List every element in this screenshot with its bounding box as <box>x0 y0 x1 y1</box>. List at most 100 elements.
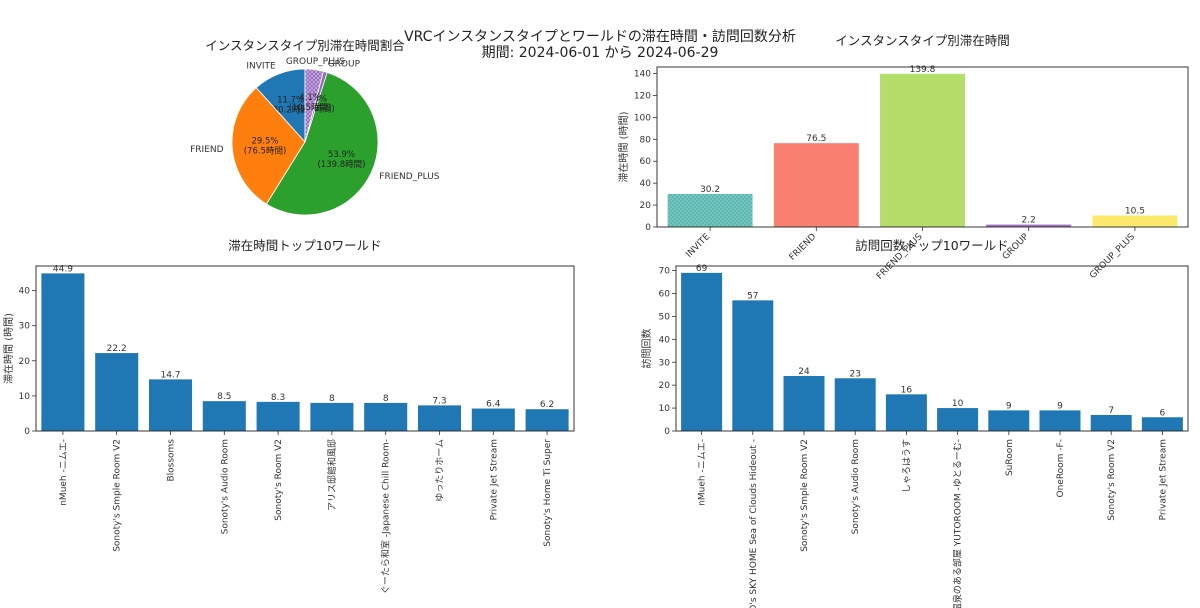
bar <box>880 73 965 227</box>
y-tick-label: 50 <box>659 312 671 322</box>
bar <box>681 272 723 431</box>
bar <box>1039 410 1081 431</box>
bar-value-label: 7 <box>1108 406 1114 416</box>
y-tick-label: 70 <box>659 267 671 277</box>
bar <box>148 379 193 431</box>
pie-label: GROUP_PLUS <box>286 57 345 67</box>
pie-percent-label: 29.5% (76.5時間) <box>244 137 287 157</box>
bar <box>773 143 859 227</box>
y-tick-label: 20 <box>19 357 31 367</box>
pie-label: GROUP <box>328 59 361 69</box>
bar-value-label: 6.4 <box>486 400 501 410</box>
x-tick-label: nMueh -ニムエ- <box>58 439 69 506</box>
x-tick-label: Blossoms <box>167 439 177 482</box>
bar <box>885 394 927 431</box>
axes-frame <box>35 265 575 432</box>
x-tick-label: Sonoty's Home Ti Super <box>543 439 553 547</box>
bar <box>417 405 462 431</box>
bar <box>986 224 1072 227</box>
bar-value-label: 8.3 <box>271 393 285 403</box>
bar <box>732 300 774 431</box>
chart-title: 訪問回数トップ10ワールド <box>855 238 1008 253</box>
x-tick-label: アリス邸館和風邸 <box>326 439 338 511</box>
bar <box>41 273 85 431</box>
bar-value-label: 8.5 <box>217 392 231 402</box>
pie-slice-friend <box>231 87 306 205</box>
y-tick-label: 30 <box>19 322 31 332</box>
x-tick-label: Sonoty's Room V2 <box>1107 439 1117 521</box>
bar-value-label: 9 <box>1006 401 1012 411</box>
bar-value-label: 16 <box>901 385 913 395</box>
bar-value-label: 24 <box>798 367 810 377</box>
bar-value-label: 69 <box>696 264 708 274</box>
x-tick-label: SuRoom <box>1005 439 1015 476</box>
bar <box>1090 414 1132 431</box>
bar <box>667 193 753 227</box>
pie-percent-label: 11.7% (30.2時間) <box>269 96 312 116</box>
x-tick-label: ぐーたら和室 -Japanese Chill Room- <box>380 439 392 594</box>
y-axis-label: 訪問回数 <box>640 329 653 369</box>
x-tick-label: Sonoty's Audio Room <box>220 439 230 534</box>
y-tick-label: 120 <box>634 91 651 101</box>
figure-subtitle: 期間: 2024-06-01 から 2024-06-29 <box>482 45 719 61</box>
figure-title: VRCインスタンスタイプとワールドの滞在時間・訪問回数分析 <box>404 29 796 45</box>
x-tick-label: Sonoty's Audio Room <box>851 439 861 534</box>
bar-value-label: 139.8 <box>910 65 936 75</box>
x-tick-label: nMueh -ニムエ- <box>697 439 708 506</box>
y-tick-label: 10 <box>659 404 671 414</box>
pie-label: FRIEND <box>190 145 224 155</box>
y-tick-label: 140 <box>634 70 651 80</box>
bar <box>525 409 569 431</box>
bar-value-label: 10 <box>952 399 964 409</box>
bar <box>202 401 246 431</box>
x-tick-label: INVITE <box>684 232 712 260</box>
axes-frame <box>675 265 1189 432</box>
bar <box>834 378 876 431</box>
y-tick-label: 20 <box>640 201 652 211</box>
y-tick-label: 0 <box>645 223 651 233</box>
pie-slice-group-plus <box>304 68 324 143</box>
y-tick-label: 10 <box>19 392 31 402</box>
bar-value-label: 9 <box>1057 401 1063 411</box>
bar <box>783 376 825 431</box>
bar-chart-top10-stay: 滞在時間トップ10ワールド 44.9 nMueh -ニムエ- 22.2 Sonoty's… <box>3 238 575 594</box>
x-tick-label: Sonoty's Room V2 <box>274 439 284 521</box>
bar-value-label: 30.2 <box>700 185 720 195</box>
y-tick-label: 60 <box>640 157 652 167</box>
x-tick-label: ゆったりホーム <box>435 439 446 502</box>
y-tick-label: 0 <box>24 427 30 437</box>
bar-chart-top10-visits: 訪問回数トップ10ワールド 69 nMueh -ニムエ- 57 SED's SKY HO… <box>640 238 1189 608</box>
pie-chart: インスタンスタイプ別滞在時間割合 INVITE 11.7% (30.2時間) FRIEN… <box>190 38 440 216</box>
bar-value-label: 6.2 <box>540 400 554 410</box>
x-tick-label: Sonoty's Smple Room V2 <box>800 439 810 552</box>
bar-value-label: 44.9 <box>53 264 73 274</box>
chart-title: 滞在時間トップ10ワールド <box>228 238 381 253</box>
bar <box>988 410 1030 431</box>
x-tick-label: Private Jet Stream <box>1158 439 1168 520</box>
x-tick-label: SED's SKY HOME Sea of Clouds Hideout - <box>749 439 759 608</box>
bar-value-label: 14.7 <box>160 370 180 380</box>
x-tick-label: OneRoom -F- <box>1056 439 1066 498</box>
bar <box>364 402 408 431</box>
y-tick-label: 40 <box>659 335 671 345</box>
chart-title: インスタンスタイプ別滞在時間 <box>835 33 1010 48</box>
y-tick-label: 40 <box>19 287 31 297</box>
x-tick-label: しゃろはうす <box>901 439 912 493</box>
y-tick-label: 0 <box>664 427 670 437</box>
y-axis-label: 滞在時間 (時間) <box>618 111 630 182</box>
x-tick-label: FRIEND <box>788 232 819 263</box>
y-tick-label: 100 <box>634 113 651 123</box>
bar-value-label: 2.2 <box>1022 216 1036 226</box>
bar-value-label: 57 <box>747 291 758 301</box>
bar <box>1141 417 1183 431</box>
x-tick-label: 温泉のある部屋 YUTOROOM -ゆとるーむ- <box>952 439 964 608</box>
bar <box>471 408 515 431</box>
pie-percent-label: 53.9% (139.8時間) <box>317 150 365 170</box>
pie-title: インスタンスタイプ別滞在時間割合 <box>205 38 405 53</box>
pie-label: INVITE <box>246 62 276 72</box>
axes-frame <box>656 66 1189 228</box>
bar-value-label: 8 <box>329 394 335 404</box>
pie-percent-label: 4.1% (10.5時間) <box>289 93 332 113</box>
y-tick-label: 20 <box>659 381 671 391</box>
pie-label: FRIEND_PLUS <box>379 172 440 182</box>
